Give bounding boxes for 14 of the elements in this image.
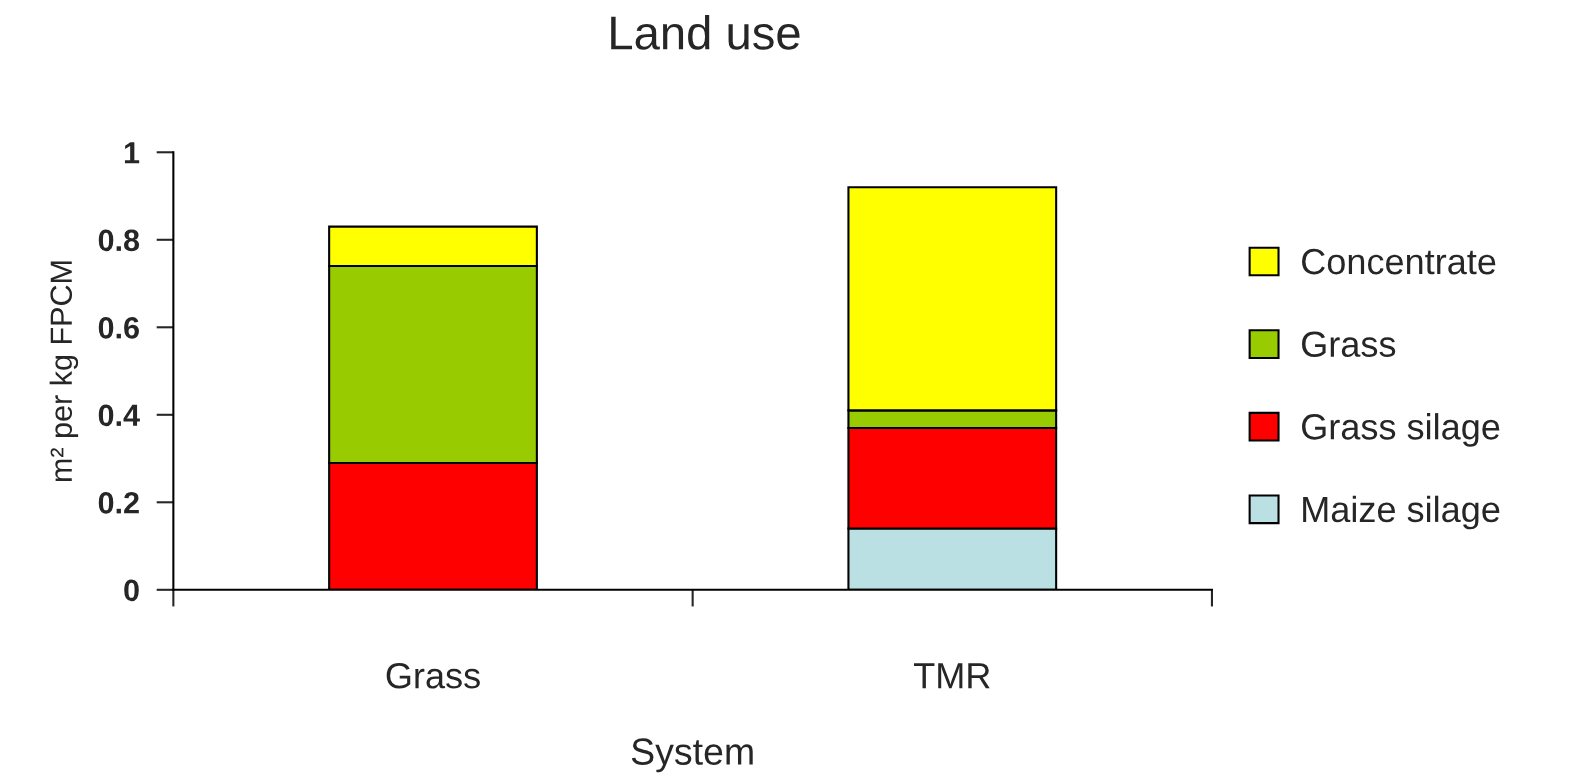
- chart-title: Land use: [611, 15, 800, 50]
- y-tick-label: 0.2: [98, 492, 139, 514]
- y-tick-label: 1: [124, 142, 140, 164]
- y-axis-title: m² per kg FPCM: [49, 261, 79, 482]
- y-tick-label: 0.4: [98, 404, 140, 427]
- legend-label: Grass silage: [1302, 413, 1500, 447]
- legend-label: Concentrate: [1302, 248, 1496, 275]
- y-tick-label: 0.6: [98, 317, 139, 339]
- y-tick-label: 0.8: [98, 229, 140, 252]
- legend-label: Maize silage: [1303, 495, 1500, 530]
- x-tick-label: TMR: [914, 663, 990, 689]
- y-tick-label: 0: [124, 579, 139, 602]
- legend-label: Grass: [1302, 331, 1396, 358]
- x-axis-title: System: [631, 738, 753, 773]
